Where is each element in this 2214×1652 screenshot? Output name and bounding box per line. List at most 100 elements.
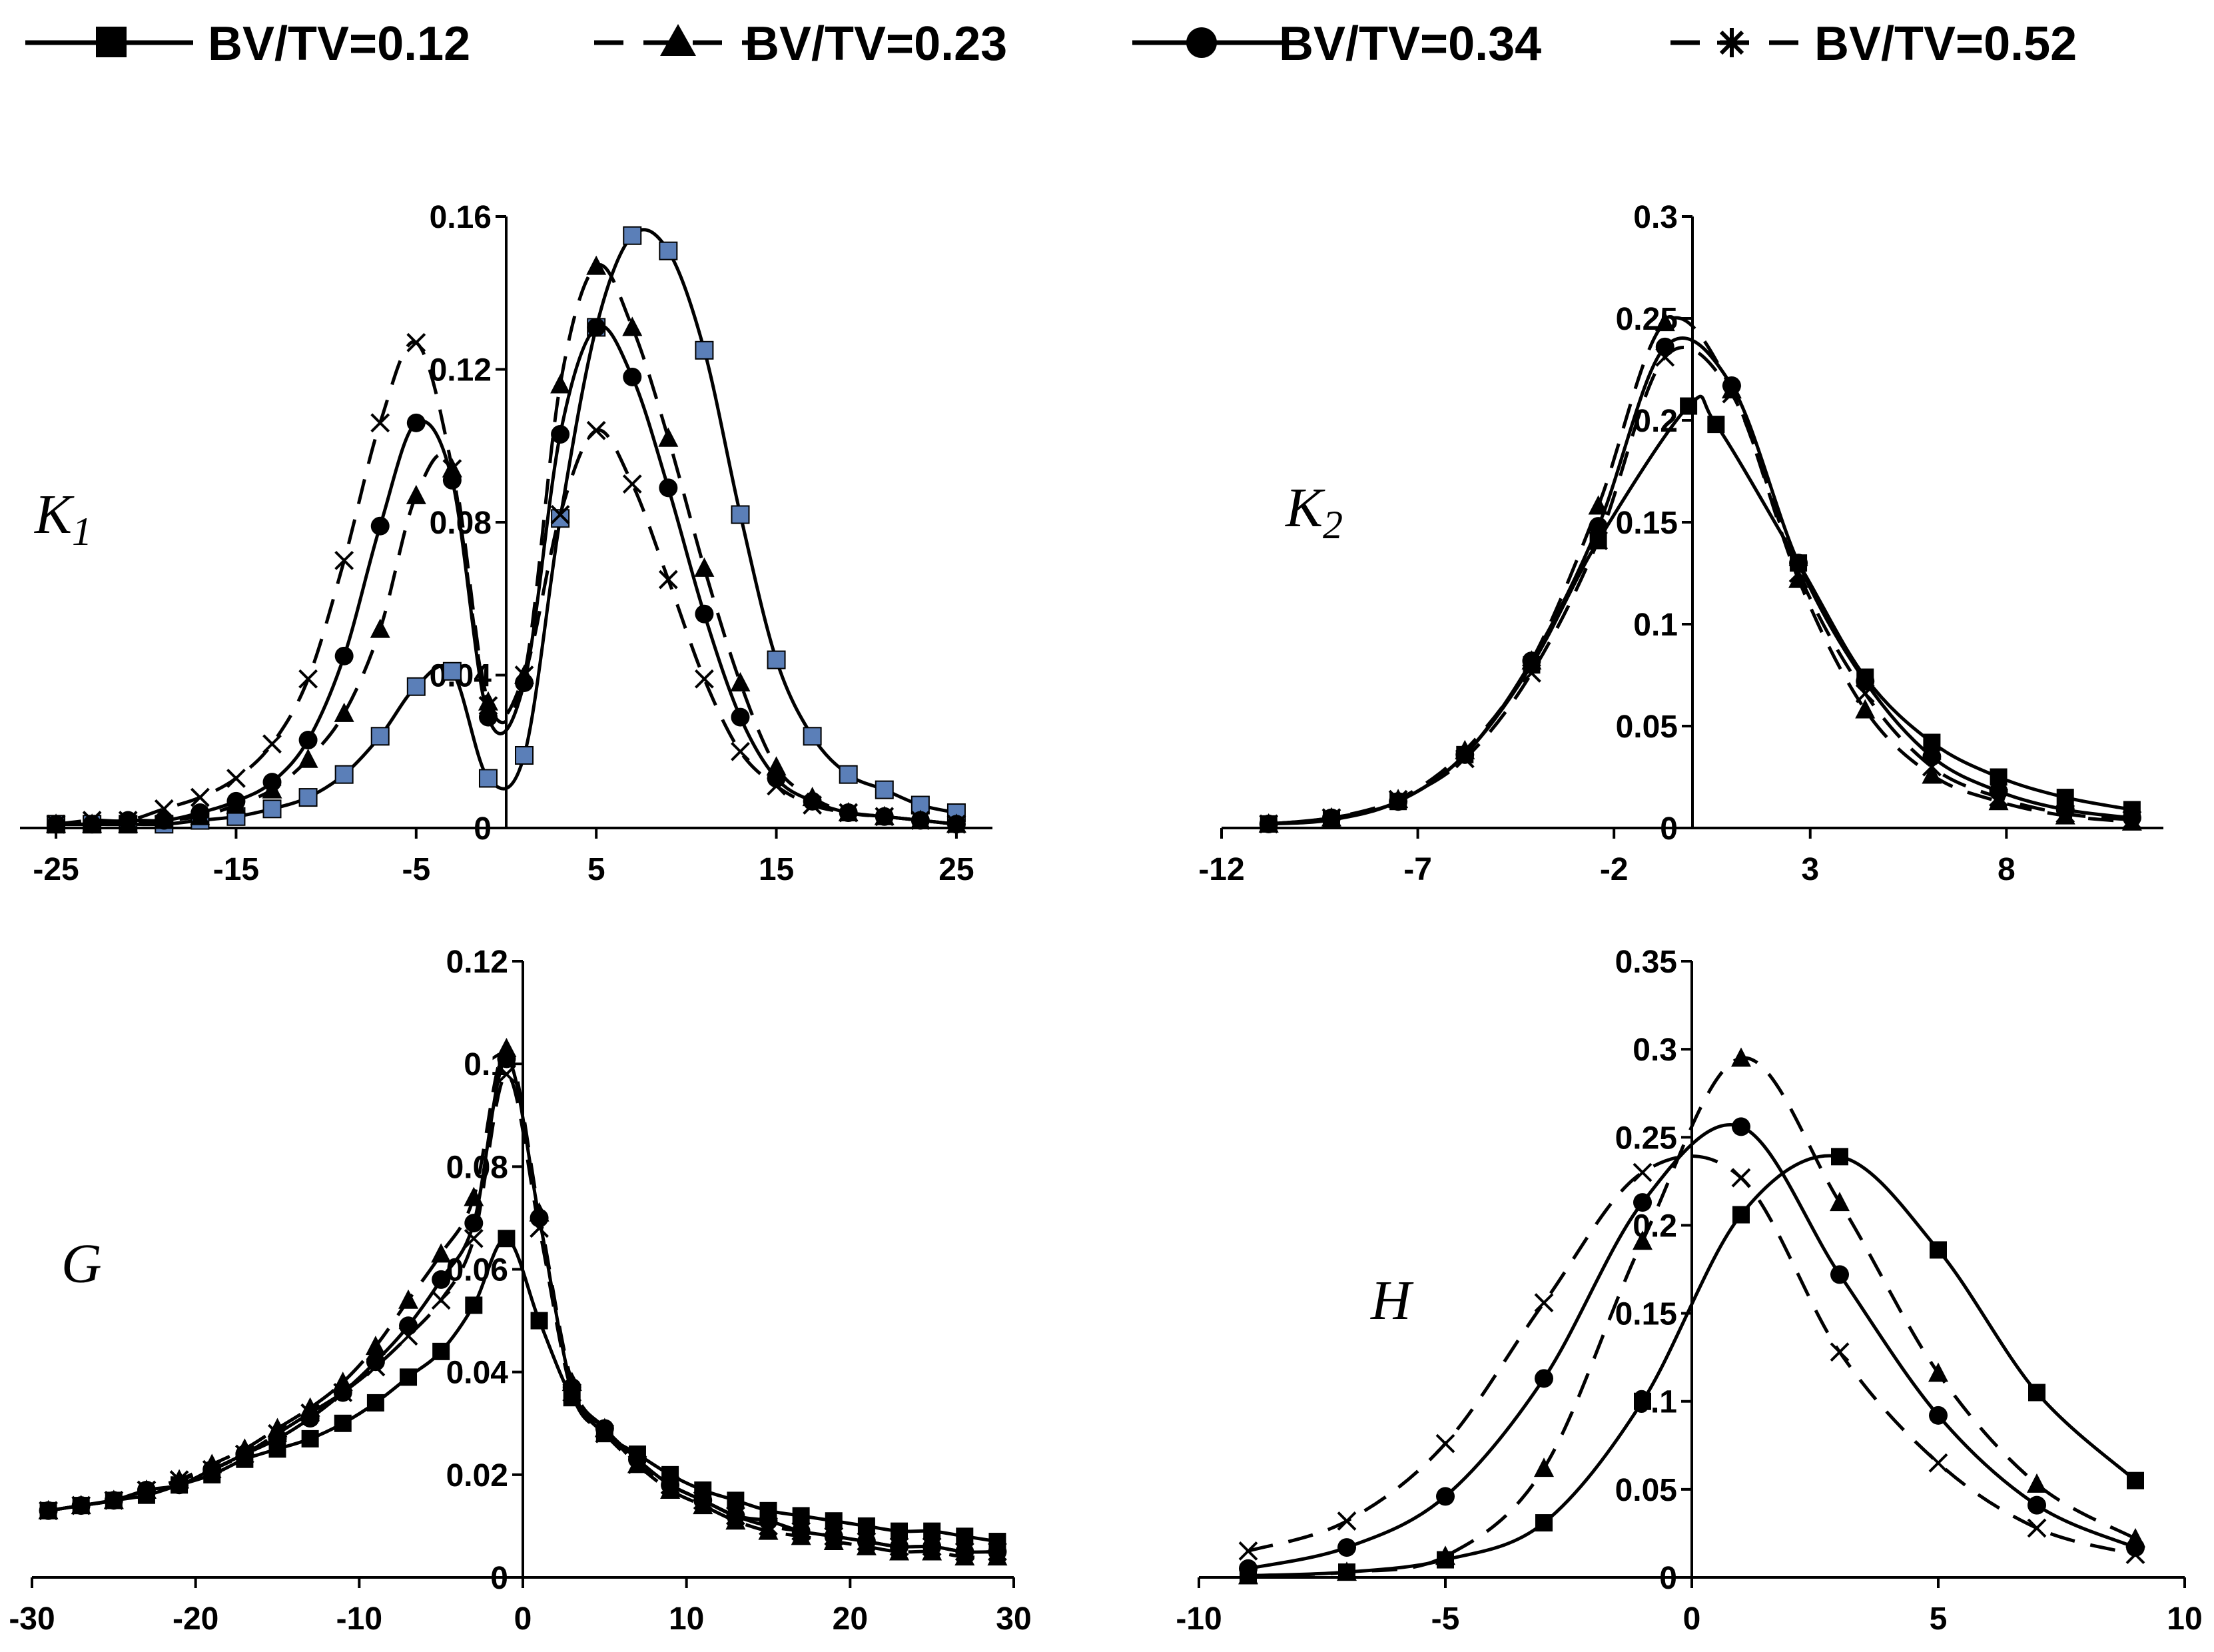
data-point [587,318,606,337]
chart-panels: 00.040.080.120.16-25-15-551525K100.050.1… [9,200,2202,1637]
y-tick-label: 0.05 [1616,709,1678,745]
data-point [1455,749,1475,769]
data-point [82,811,102,830]
data-point [923,1522,941,1540]
data-point [1534,1457,1554,1477]
legend-label-3: BV/TV=0.34 [1279,17,1541,71]
data-point [155,811,174,830]
data-point [623,226,642,245]
data-point [1435,1434,1455,1453]
data-point [366,1394,384,1412]
data-point [1535,1369,1553,1388]
x-tick-label: -15 [213,852,259,887]
series-4 [1238,1154,2145,1565]
series-1 [1260,394,2141,833]
data-point [956,1527,974,1545]
data-point [725,1506,745,1525]
data-point [694,669,714,689]
data-point [922,1537,942,1557]
data-point [515,745,534,765]
y-tick-label: 0.12 [446,945,508,980]
data-point [1633,1162,1653,1182]
data-point [623,367,642,386]
data-point [658,570,678,590]
data-point [627,1449,647,1469]
data-point [169,1470,189,1489]
data-point [398,1289,419,1309]
x-tick-label: -2 [1600,852,1629,887]
x-tick-label: 3 [1801,852,1819,887]
series-4 [1259,346,2142,834]
series-line [1248,1123,2136,1571]
data-point [1633,1193,1652,1212]
data-point [226,768,246,788]
series-4 [46,332,966,834]
data-point [370,727,390,746]
data-point [586,420,606,440]
data-point [586,255,607,275]
data-point [1655,347,1675,367]
data-point [298,669,318,689]
data-point [1989,787,2008,807]
series-line [56,263,957,827]
data-point [370,413,390,433]
y-tick-label: 0.15 [1616,506,1678,541]
data-point [550,374,571,394]
data-point [442,470,462,490]
data-point [659,478,678,498]
data-point [2028,1384,2045,1402]
data-point [1436,1487,1455,1506]
data-point [658,427,679,447]
data-point [1929,1406,1948,1425]
data-point [2027,1473,2047,1493]
series-line [1268,394,2133,826]
data-point [1655,337,1674,356]
data-point [298,788,318,807]
data-point [1337,1538,1356,1557]
x-tick-label: -5 [1431,1601,1460,1637]
data-point [431,1243,452,1263]
data-point [1522,663,1541,683]
data-point [432,1342,450,1360]
data-point [498,1230,516,1248]
data-point [268,1424,287,1444]
x-tick-label: -12 [1198,852,1244,887]
panel-g: 00.020.040.060.080.10.12-30 -20 -10 0 10 20 30… [9,945,1031,1637]
data-point [262,799,282,819]
legend-label-4: BV/TV=0.52 [1814,17,2077,71]
data-point [1855,699,1876,719]
legend-label-2: BV/TV=0.23 [745,17,1007,71]
data-point [1732,1206,1750,1224]
x-tick-label: 0 [1683,1601,1701,1637]
data-point [946,814,966,834]
data-point [2126,1538,2145,1557]
data-point [824,1526,844,1546]
data-point [1337,1561,1357,1581]
data-point [365,1336,386,1356]
data-point [202,1459,222,1479]
data-point [1831,1148,1848,1166]
data-point [406,332,426,352]
data-point [465,1296,483,1314]
data-point [478,769,498,788]
data-point [366,1357,386,1377]
data-point [1259,814,1279,834]
data-point [825,1512,843,1530]
data-point [71,1495,91,1515]
series-2 [1258,312,2142,833]
data-point [497,1049,516,1068]
x-tick-label: 15 [759,852,794,887]
data-point [1238,1541,1258,1561]
data-point [39,1501,58,1521]
y-tick-label: 0.2 [1633,404,1678,439]
data-point [334,646,354,665]
data-point [1321,808,1341,828]
data-point [889,1537,909,1557]
data-point [1855,683,1875,703]
data-point [1388,789,1408,809]
x-tick-label: 20 [833,1601,868,1637]
data-point [1930,1241,1947,1259]
data-point [839,765,858,784]
data-point [334,765,354,784]
data-point [478,695,498,715]
